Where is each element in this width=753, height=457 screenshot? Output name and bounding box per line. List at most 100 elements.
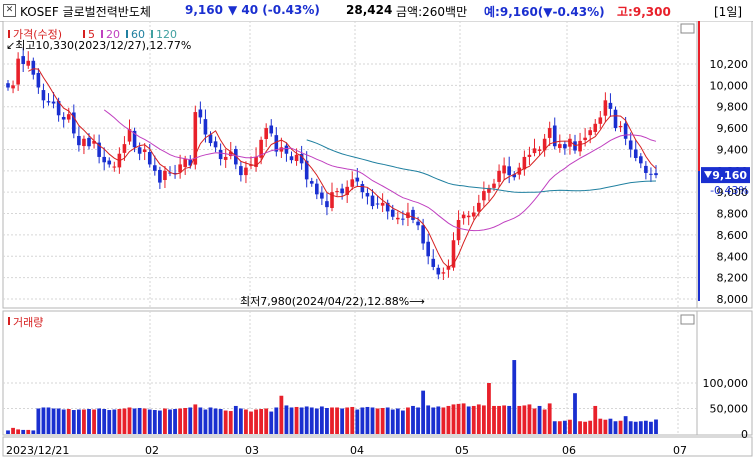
volume-bar: [137, 407, 142, 434]
candle-body: [633, 149, 638, 158]
volume-bar: [365, 406, 370, 434]
close-icon[interactable]: ✕: [3, 4, 16, 17]
volume-bar: [568, 419, 572, 434]
volume-bar: [233, 405, 238, 434]
candle-body: [441, 272, 446, 274]
candle-body: [471, 212, 476, 217]
volume-bar: [421, 390, 426, 434]
volume-tick-label: 50,000: [710, 403, 749, 416]
candle-body: [92, 140, 96, 144]
candle-body: [492, 183, 496, 188]
candle-body: [26, 60, 31, 66]
candle-body: [598, 117, 603, 124]
volume-bar: [547, 403, 552, 434]
high-annotation: ↙최고10,330(2023/12/27),12.77%: [6, 39, 191, 52]
candle-body: [163, 170, 167, 181]
scroll-up-icon: [680, 314, 695, 325]
volume-bar: [375, 408, 380, 434]
volume-tick-label: 100,000: [703, 377, 749, 390]
volume-bar: [537, 405, 542, 434]
candle-body: [142, 149, 147, 153]
volume-bar: [481, 405, 486, 434]
candle-body: [137, 147, 142, 154]
candle-body: [325, 201, 329, 208]
candle-body: [269, 125, 274, 134]
volume-bar: [355, 409, 360, 434]
volume-bar: [173, 409, 177, 434]
legend-entry: 가격(수정): [13, 28, 62, 41]
candle-body: [593, 123, 598, 132]
volume-bar: [466, 406, 471, 434]
volume-bar: [21, 429, 26, 434]
volume-bar: [102, 409, 107, 434]
volume-bar: [142, 408, 147, 434]
volume-bar: [152, 410, 157, 434]
candle-body: [390, 209, 395, 217]
down-arrow-icon: [704, 171, 712, 179]
candle-body: [330, 192, 334, 208]
volume-bar: [532, 408, 537, 434]
volume-bar: [269, 411, 274, 434]
candle-body: [61, 116, 66, 120]
legend-swatch: [83, 30, 85, 38]
volume-axis-panel: [696, 310, 753, 436]
volume-bar: [238, 408, 243, 434]
volume-bar: [223, 410, 228, 434]
volume-bar: [512, 360, 517, 434]
volume-bar: [643, 420, 648, 434]
candle-body: [375, 203, 380, 205]
candle-body: [345, 186, 349, 195]
volume-bar: [340, 408, 345, 434]
volume-bar: [112, 409, 117, 434]
volume-bar: [183, 407, 188, 434]
volume-bar: [628, 421, 633, 434]
candle-body: [411, 209, 415, 220]
volume-bar: [56, 408, 61, 434]
candle-body: [218, 149, 223, 160]
volume-bar: [213, 408, 218, 434]
volume-bar: [593, 405, 598, 434]
candle-body: [522, 156, 527, 170]
candle-body: [649, 173, 653, 175]
volume-bar: [527, 404, 532, 434]
volume-bar: [335, 407, 339, 434]
price-tick-label: 8,200: [717, 272, 749, 285]
candle-body: [401, 218, 405, 220]
volume-bar: [51, 408, 56, 434]
volume-bar: [31, 430, 36, 434]
volume-bar: [487, 383, 491, 434]
candle-body: [239, 166, 243, 176]
volume-bar: [638, 421, 643, 434]
volume-bar: [497, 405, 501, 434]
volume-bar: [471, 405, 476, 434]
candle-body: [153, 165, 157, 171]
candle-body: [608, 102, 613, 109]
price-legend: 가격(수정) 5 20 60 120: [8, 28, 177, 41]
volume-bar: [608, 418, 613, 434]
candle-body: [193, 112, 198, 165]
date-tick-label: 02: [145, 444, 159, 457]
candle-body: [259, 139, 263, 158]
candle-body: [36, 72, 41, 88]
candle-body: [547, 128, 552, 138]
volume-bar: [97, 408, 102, 434]
volume-bar: [598, 418, 603, 434]
volume-bar: [309, 407, 314, 434]
price-tick-label: 8,000: [717, 293, 749, 306]
candle-body: [168, 172, 172, 174]
volume-bar: [456, 403, 461, 434]
candle-body: [436, 267, 441, 275]
period-selector[interactable]: [1일]: [714, 5, 743, 19]
expected-price: 예:9,160(▼-0.43%): [484, 5, 605, 19]
volume-bar: [6, 430, 10, 434]
candle-body: [51, 101, 56, 104]
candle-body: [264, 128, 268, 139]
volume-bar: [314, 408, 319, 434]
candle-body: [102, 156, 106, 163]
candle-body: [603, 100, 608, 116]
candle-body: [502, 165, 506, 174]
volume-bar: [61, 409, 66, 434]
candle-body: [234, 149, 238, 165]
volume-bar: [390, 409, 395, 434]
candle-body: [158, 169, 162, 183]
